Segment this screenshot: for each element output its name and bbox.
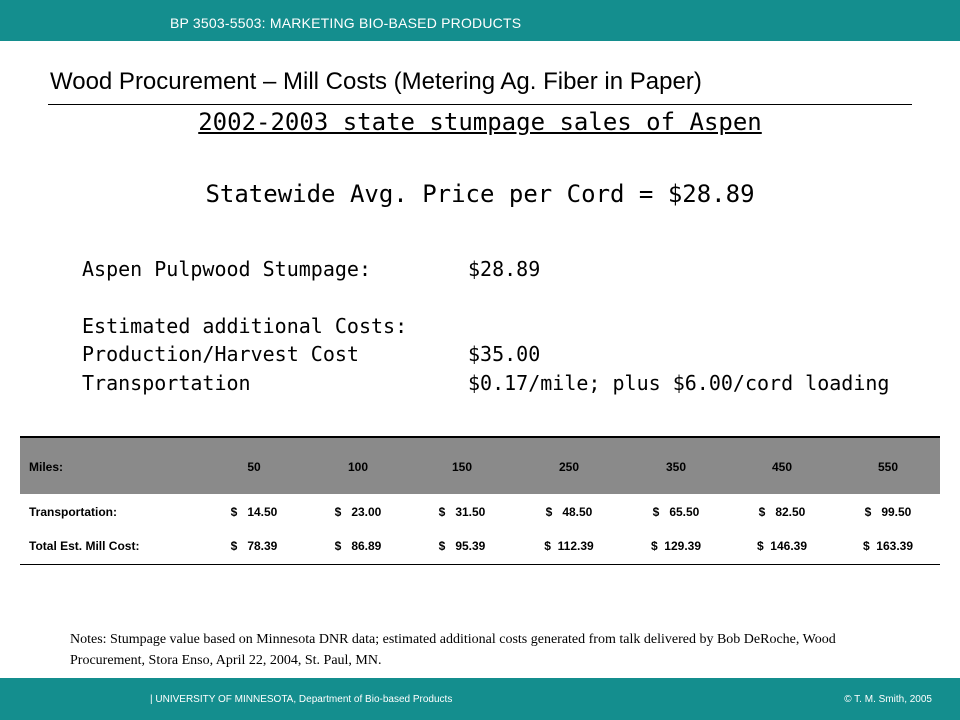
table-cell: $ 112.39	[514, 529, 624, 565]
header-bar: BP 3503-5503: MARKETING BIO-BASED PRODUC…	[0, 0, 960, 41]
table-header-cell: 550	[877, 460, 899, 474]
table-cell: $ 82.50	[758, 504, 806, 519]
average-price: Statewide Avg. Price per Cord = $28.89	[205, 180, 755, 208]
table-cell: Transportation:	[29, 504, 118, 519]
notes-text: Notes: Stumpage value based on Minnesota…	[70, 632, 836, 668]
footer-university: | UNIVERSITY OF MINNESOTA, Department of…	[150, 694, 453, 705]
table-cell: $ 129.39	[624, 529, 728, 565]
table-cell: $ 163.39	[836, 529, 940, 565]
table-header-cell: 50	[247, 460, 261, 474]
stumpage-value: $28.89	[468, 257, 541, 281]
table-header-cell: 450	[771, 460, 793, 474]
mill-cost-table: Miles: 50 100 150 250 350 450 550 Transp…	[20, 438, 940, 565]
table-row-transportation: Transportation: $ 14.50 $ 23.00 $ 31.50 …	[20, 494, 940, 529]
slide-title: Wood Procurement – Mill Costs (Metering …	[50, 68, 702, 95]
table-cell: $ 95.39	[410, 529, 514, 565]
table-cell: $ 86.89	[306, 529, 410, 565]
table-cell: $ 14.50	[230, 504, 278, 519]
table-cell: $ 48.50	[545, 504, 593, 519]
stumpage-label: Aspen Pulpwood Stumpage:	[82, 257, 371, 281]
table-cell: $ 146.39	[728, 529, 836, 565]
transport-value: $0.17/mile; plus $6.00/cord loading	[468, 371, 890, 395]
footer-bar: | UNIVERSITY OF MINNESOTA, Department of…	[0, 678, 960, 720]
title-divider	[48, 104, 912, 105]
table-cell: $ 65.50	[652, 504, 700, 519]
additional-costs-label: Estimated additional Costs:	[82, 314, 408, 338]
table-row-total: Total Est. Mill Cost: $ 78.39 $ 86.89 $ …	[20, 529, 940, 565]
table-header-cell: 350	[665, 460, 687, 474]
table-header-cell: Miles:	[29, 460, 64, 474]
table-header-cell: 150	[451, 460, 473, 474]
slide-subtitle: 2002-2003 state stumpage sales of Aspen	[198, 108, 762, 136]
table-header-cell: 250	[558, 460, 580, 474]
table-header-row: Miles: 50 100 150 250 350 450 550	[20, 438, 940, 494]
table-top-rule	[20, 436, 940, 438]
table-cell: $ 23.00	[334, 504, 382, 519]
production-value: $35.00	[468, 342, 541, 366]
transport-label: Transportation	[82, 371, 251, 395]
course-title: BP 3503-5503: MARKETING BIO-BASED PRODUC…	[170, 15, 522, 31]
table-header-cell: 100	[347, 460, 369, 474]
table-cell: $ 99.50	[864, 504, 912, 519]
footer-copyright: © T. M. Smith, 2005	[844, 694, 932, 705]
table-cell: $ 31.50	[438, 504, 486, 519]
table-cell: $ 78.39	[202, 529, 306, 565]
production-label: Production/Harvest Cost	[82, 342, 359, 366]
table-cell: Total Est. Mill Cost:	[20, 529, 202, 565]
